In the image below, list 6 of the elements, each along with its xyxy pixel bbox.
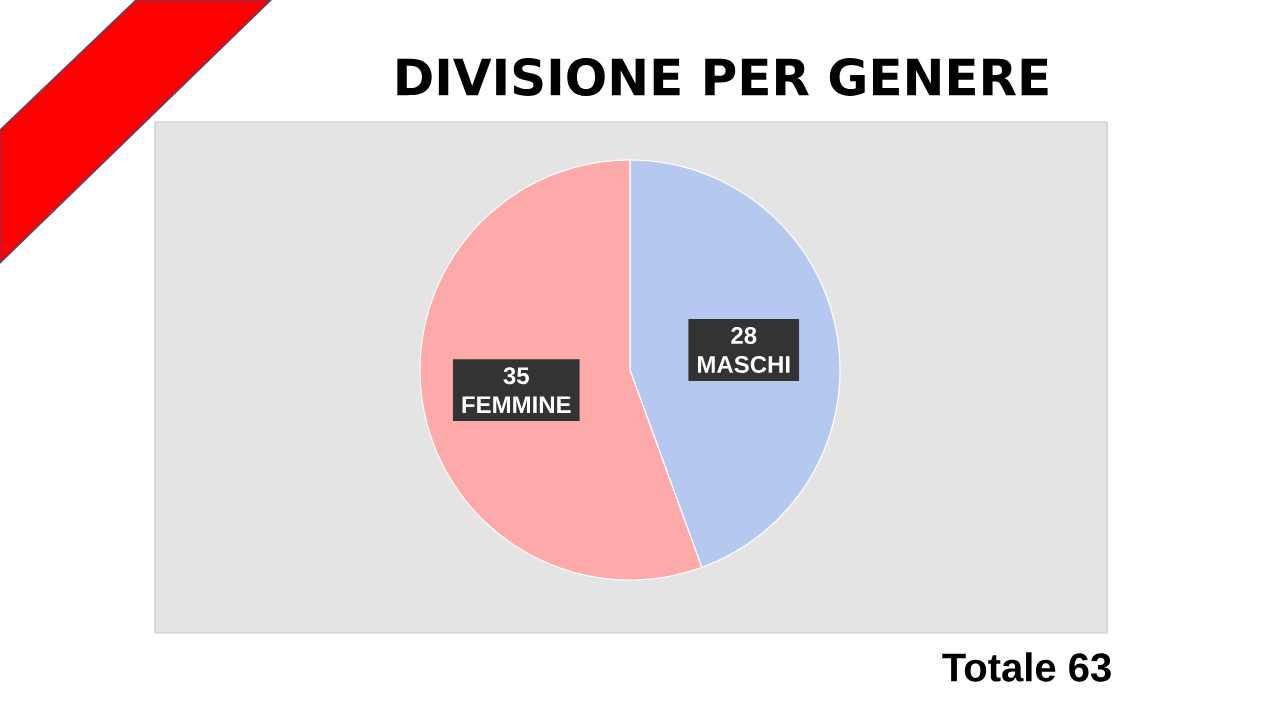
chart-title: DIVISIONE PER GENERE [397, 58, 1048, 96]
data-label: 28 [731, 326, 757, 344]
text: Totale 63 [942, 652, 1111, 682]
slice-label: FEMMINE [462, 396, 571, 413]
data-label: 35 [503, 367, 529, 385]
slice-label: MASCHI [698, 355, 790, 373]
